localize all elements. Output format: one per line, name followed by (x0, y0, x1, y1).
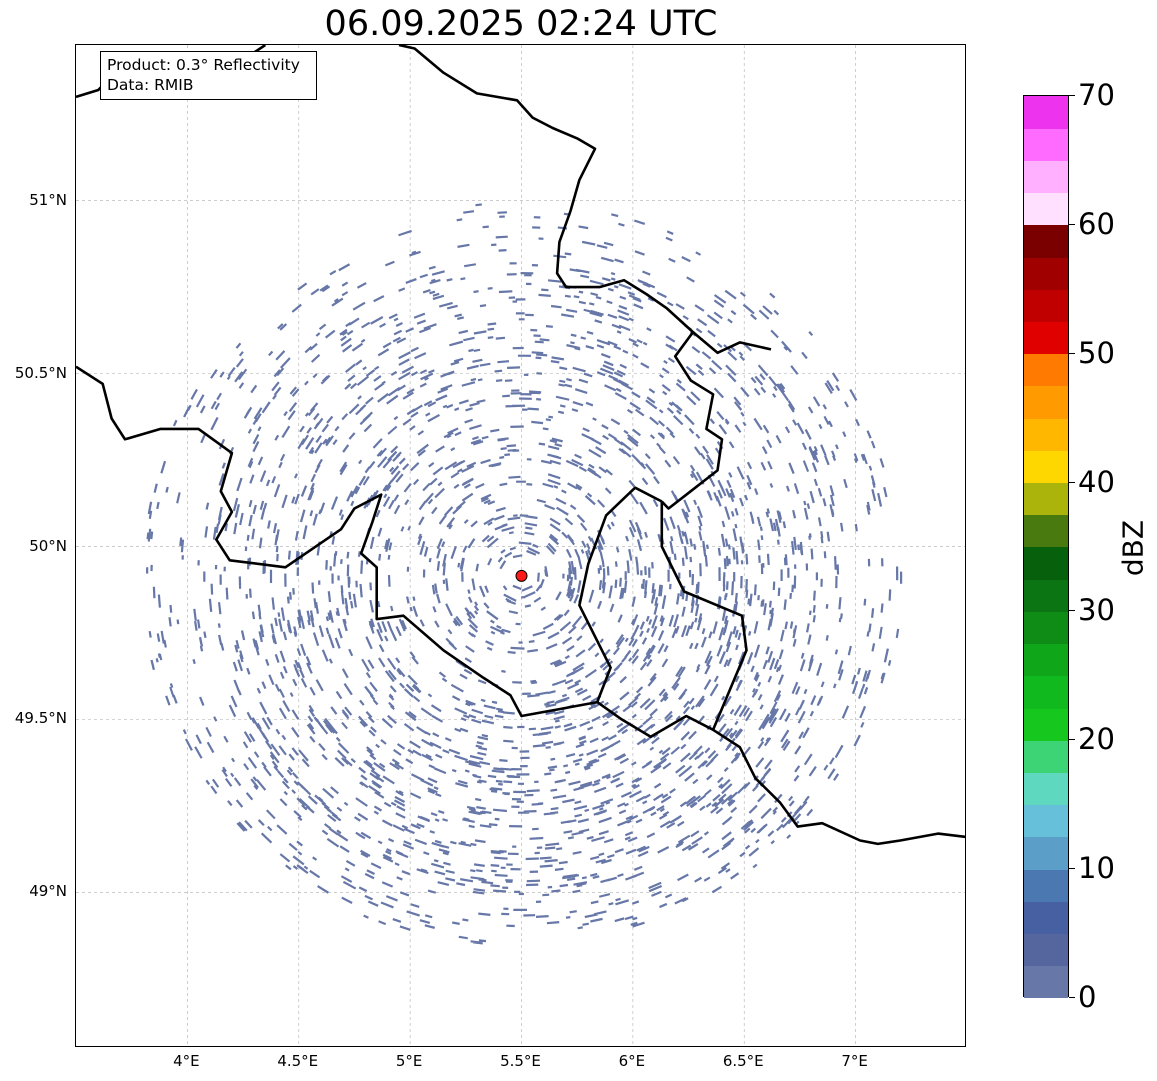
colorbar-tick-label: 70 (1078, 78, 1115, 112)
colorbar-segment (1024, 675, 1068, 709)
radar-map[interactable] (75, 44, 966, 1047)
colorbar-segment (1024, 321, 1068, 355)
colorbar-tick-mark (1069, 223, 1075, 225)
colorbar-label: dBZ (1116, 519, 1150, 577)
colorbar-segment (1024, 547, 1068, 580)
colorbar-segment (1024, 901, 1068, 935)
colorbar-tick-label: 60 (1078, 206, 1115, 241)
border-line (398, 45, 724, 510)
colorbar-segment (1024, 385, 1068, 419)
colorbar-tick-mark (1069, 481, 1075, 483)
radar-site-marker (515, 569, 528, 582)
colorbar-segment (1024, 933, 1068, 967)
colorbar-segment (1024, 514, 1068, 548)
country-borders (76, 45, 965, 846)
colorbar-tick-label: 50 (1078, 335, 1115, 370)
colorbar-segment (1024, 836, 1068, 870)
colorbar-segment (1024, 708, 1068, 741)
colorbar-tick-mark (1069, 739, 1075, 741)
colorbar-segment (1024, 257, 1068, 290)
radar-echoes (146, 203, 903, 945)
colorbar-segment (1024, 289, 1068, 322)
lon-tick-label: 5°E (395, 1052, 423, 1070)
colorbar-segment (1024, 965, 1068, 999)
product-info-box: Product: 0.3° Reflectivity Data: RMIB (100, 51, 317, 100)
lat-tick-label: 50°N (29, 536, 67, 555)
lon-tick-label: 6°E (618, 1052, 646, 1070)
lon-tick-label: 6.5°E (722, 1052, 764, 1070)
colorbar-segment (1024, 772, 1068, 806)
product-label: Product: 0.3° Reflectivity (107, 56, 300, 74)
border-line (712, 728, 965, 846)
lat-tick-label: 49°N (29, 882, 67, 901)
colorbar-segment (1024, 611, 1068, 645)
colorbar-tick-mark (1069, 610, 1075, 612)
lon-tick-label: 4°E (173, 1052, 200, 1070)
border-line (596, 501, 748, 739)
colorbar-tick-label: 40 (1078, 464, 1115, 499)
lon-tick-label: 4.5°E (277, 1052, 319, 1070)
data-source-label: Data: RMIB (107, 76, 194, 94)
colorbar-segment (1024, 579, 1068, 612)
colorbar-segment (1024, 224, 1068, 258)
border-line (76, 365, 663, 718)
colorbar-tick-label: 20 (1078, 722, 1115, 757)
lat-tick-label: 49.5°N (14, 709, 67, 728)
colorbar-segment (1024, 160, 1068, 194)
lon-tick-label: 7°E (841, 1052, 868, 1070)
dbz-colorbar (1023, 95, 1069, 999)
colorbar-segment (1024, 192, 1068, 226)
echo-speckle (146, 203, 903, 945)
border-line (692, 331, 772, 355)
colorbar-tick-label: 30 (1078, 593, 1115, 628)
lat-tick-label: 51°N (29, 190, 67, 209)
lat-tick-label: 50.5°N (14, 363, 67, 382)
colorbar-tick-mark (1069, 352, 1075, 354)
colorbar-tick-mark (1069, 997, 1075, 998)
colorbar-segment (1024, 482, 1068, 516)
colorbar-segment (1024, 643, 1068, 677)
colorbar-tick-mark (1069, 868, 1075, 870)
colorbar-segment (1024, 128, 1068, 161)
colorbar-segment (1024, 740, 1068, 773)
colorbar-segment (1024, 418, 1068, 451)
colorbar-tick-mark (1069, 95, 1075, 96)
colorbar-segment (1024, 450, 1068, 484)
map-canvas (76, 45, 965, 1046)
colorbar-segment (1024, 353, 1068, 387)
colorbar-segment (1024, 96, 1068, 129)
colorbar-tick-label: 10 (1078, 851, 1115, 886)
colorbar-tick-label: 0 (1078, 980, 1097, 1014)
map-title: 06.09.2025 02:24 UTC (324, 4, 718, 44)
gridlines (76, 45, 965, 1046)
lon-tick-label: 5.5°E (500, 1052, 541, 1070)
colorbar-segment (1024, 804, 1068, 838)
colorbar-segment (1024, 869, 1068, 902)
